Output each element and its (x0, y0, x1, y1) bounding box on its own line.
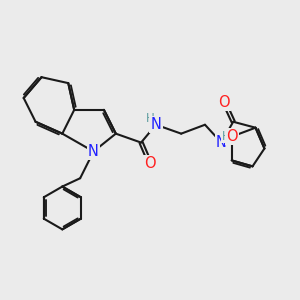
Text: O: O (226, 129, 238, 144)
Text: N: N (151, 117, 161, 132)
Text: O: O (144, 156, 156, 171)
Text: N: N (216, 135, 227, 150)
Text: H: H (146, 112, 155, 125)
Text: O: O (218, 95, 230, 110)
Text: H: H (222, 130, 231, 142)
Text: N: N (88, 144, 99, 159)
